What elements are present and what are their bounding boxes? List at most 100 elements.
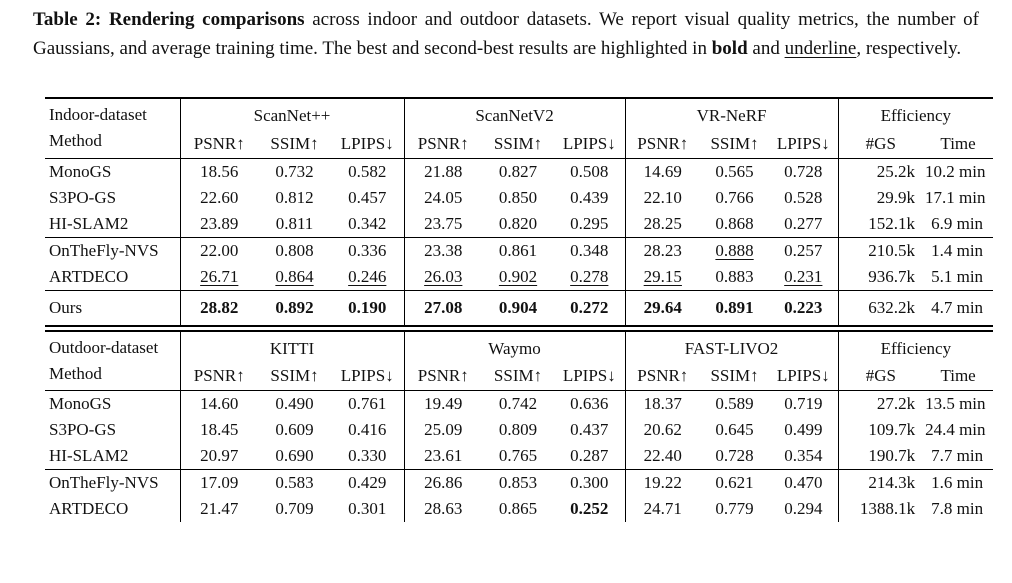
table-row: S3PO-GS 18.45 0.609 0.416 25.09 0.809 0.437 20.… [45,417,993,444]
value-cell: 0.231 [784,266,823,286]
group-header-waymo: Waymo [403,330,626,362]
value-cell: 0.416 [348,420,387,440]
value-cell: 0.621 [715,473,754,493]
value-cell: 5.1 min [931,266,984,286]
value-cell: 0.278 [570,266,609,286]
subcol-header: SSIM↑ [493,133,543,153]
value-cell: 0.336 [348,240,387,260]
value-cell: 0.742 [498,394,538,414]
value-cell: 0.709 [275,499,314,519]
value-cell: 0.761 [348,394,387,414]
caption-underline-word: underline [784,37,857,59]
subcol-header: #GS [837,128,924,159]
caption-tail: , respectively. [856,37,962,59]
indoor-method-header: Indoor-dataset Method [45,98,180,158]
value-cell: 190.7k [837,443,924,470]
caption-body: across indoor and outdoor datasets. We r… [33,9,979,59]
indoor-header: Indoor-dataset Method ScanNet++ ScanNetV2 VR… [45,98,994,159]
method-cell: OnTheFly-NVS [49,240,159,260]
indoor-subcol-header-row: PSNR↑ SSIM↑ LPIPS↓ PSNR↑ SSIM↑ LPIPS↓ PSNR↑ SSI… [45,128,993,159]
value-cell: 0.868 [715,213,754,233]
subcol-header: PSNR↑ [179,361,258,391]
table-row: ARTDECO 26.71 0.864 0.246 26.03 0.902 0.278 29.… [45,263,993,291]
subcol-header: PSNR↑ [624,128,701,159]
group-header-efficiency: Efficiency [837,330,994,362]
value-cell: 26.86 [403,469,483,497]
value-cell: 0.330 [348,446,387,466]
subcol-header: PSNR↑ [403,128,483,159]
subcol-header: SSIM↑ [710,366,759,386]
value-cell: 936.7k [837,263,924,291]
value-cell: 18.45 [179,417,258,444]
value-cell: 0.499 [784,420,823,440]
value-cell: 29.9k [837,184,924,211]
value-cell: 0.883 [715,266,754,286]
value-cell: 1.4 min [931,240,984,260]
value-cell: 0.457 [348,187,387,207]
value-cell: 0.528 [784,187,823,207]
outdoor-group-header-row: Outdoor-dataset Method KITTI Waymo FAST-LIVO… [45,330,994,383]
value-cell: 0.295 [570,213,609,233]
group-header-efficiency: Efficiency [837,98,994,129]
outdoor-section-0: MonoGS 14.60 0.490 0.761 19.49 0.742 0.636 18.3… [45,390,993,470]
value-cell: 0.246 [348,266,387,286]
table-row: S3PO-GS 22.60 0.812 0.457 24.05 0.850 0.439 22.… [45,184,993,211]
value-cell: 0.470 [784,473,823,493]
table-row: OnTheFly-NVS 22.00 0.808 0.336 23.38 0.861 0.3… [45,237,993,264]
subcol-header: LPIPS↓ [562,133,616,153]
value-cell: 0.765 [498,446,538,466]
value-cell: 0.636 [570,394,609,414]
group-header-fastlivo2: FAST-LIVO2 [624,330,839,362]
value-cell: 18.56 [179,158,258,185]
value-cell: 0.719 [784,394,823,414]
value-cell: 20.62 [624,417,701,444]
value-cell: 27.2k [837,390,924,418]
subcol-header: PSNR↑ [179,128,258,159]
table-caption: Table 2: Rendering comparisons across in… [33,6,979,63]
value-cell: 0.808 [275,240,314,260]
table-row: MonoGS 14.60 0.490 0.761 19.49 0.742 0.636 18.3… [45,390,993,418]
outdoor-method-label: Method [49,364,102,384]
value-cell: 23.89 [179,210,258,238]
method-cell: ARTDECO [49,266,129,286]
method-cell: S3PO-GS [49,420,117,440]
group-header-scannet: ScanNet++ [179,98,405,129]
value-cell: 0.609 [275,420,314,440]
subcol-header: #GS [837,361,924,391]
method-cell: HI-SLAM2 [49,213,129,233]
value-cell: 0.301 [348,499,387,519]
value-cell: 27.08 [403,290,483,326]
outdoor-results-table: Outdoor-dataset Method KITTI Waymo FAST-LIVO… [45,329,994,523]
value-cell: 25.2k [837,158,924,185]
subcol-header: SSIM↑ [270,366,319,386]
value-cell: 0.583 [275,473,314,493]
indoor-dataset-label: Indoor-dataset [49,105,147,124]
paper-page: Table 2: Rendering comparisons across in… [33,6,994,523]
value-cell: 10.2 min [925,161,986,181]
outdoor-dataset-label: Outdoor-dataset [49,337,159,357]
value-cell: 6.9 min [931,213,984,233]
group-header-scannetv2: ScanNetV2 [403,98,626,129]
value-cell: 1388.1k [837,496,924,523]
value-cell: 0.294 [784,499,823,519]
value-cell: 24.4 min [925,420,986,440]
value-cell: 4.7 min [931,297,984,317]
indoor-group-header-row: Indoor-dataset Method ScanNet++ ScanNetV2 VR… [45,98,994,150]
value-cell: 28.63 [403,496,483,523]
group-header-kitti: KITTI [179,330,405,362]
value-cell: 0.861 [498,240,538,260]
value-cell: 0.565 [715,161,754,181]
method-cell: HI-SLAM2 [49,446,129,466]
value-cell: 0.272 [570,297,609,317]
value-cell: 0.252 [570,499,609,519]
value-cell: 0.223 [784,297,823,317]
value-cell: 23.38 [403,237,483,264]
value-cell: 29.15 [624,263,701,291]
subcol-header: Time [940,366,976,386]
outdoor-section-1: OnTheFly-NVS 17.09 0.583 0.429 26.86 0.853 0.3… [45,469,994,523]
subcol-header: LPIPS↓ [776,133,830,153]
value-cell: 0.300 [570,473,609,493]
method-cell: MonoGS [49,394,112,414]
outdoor-subcol-header-row: PSNR↑ SSIM↑ LPIPS↓ PSNR↑ SSIM↑ LPIPS↓ PSNR↑ SSI… [45,361,993,391]
value-cell: 29.64 [624,290,701,326]
